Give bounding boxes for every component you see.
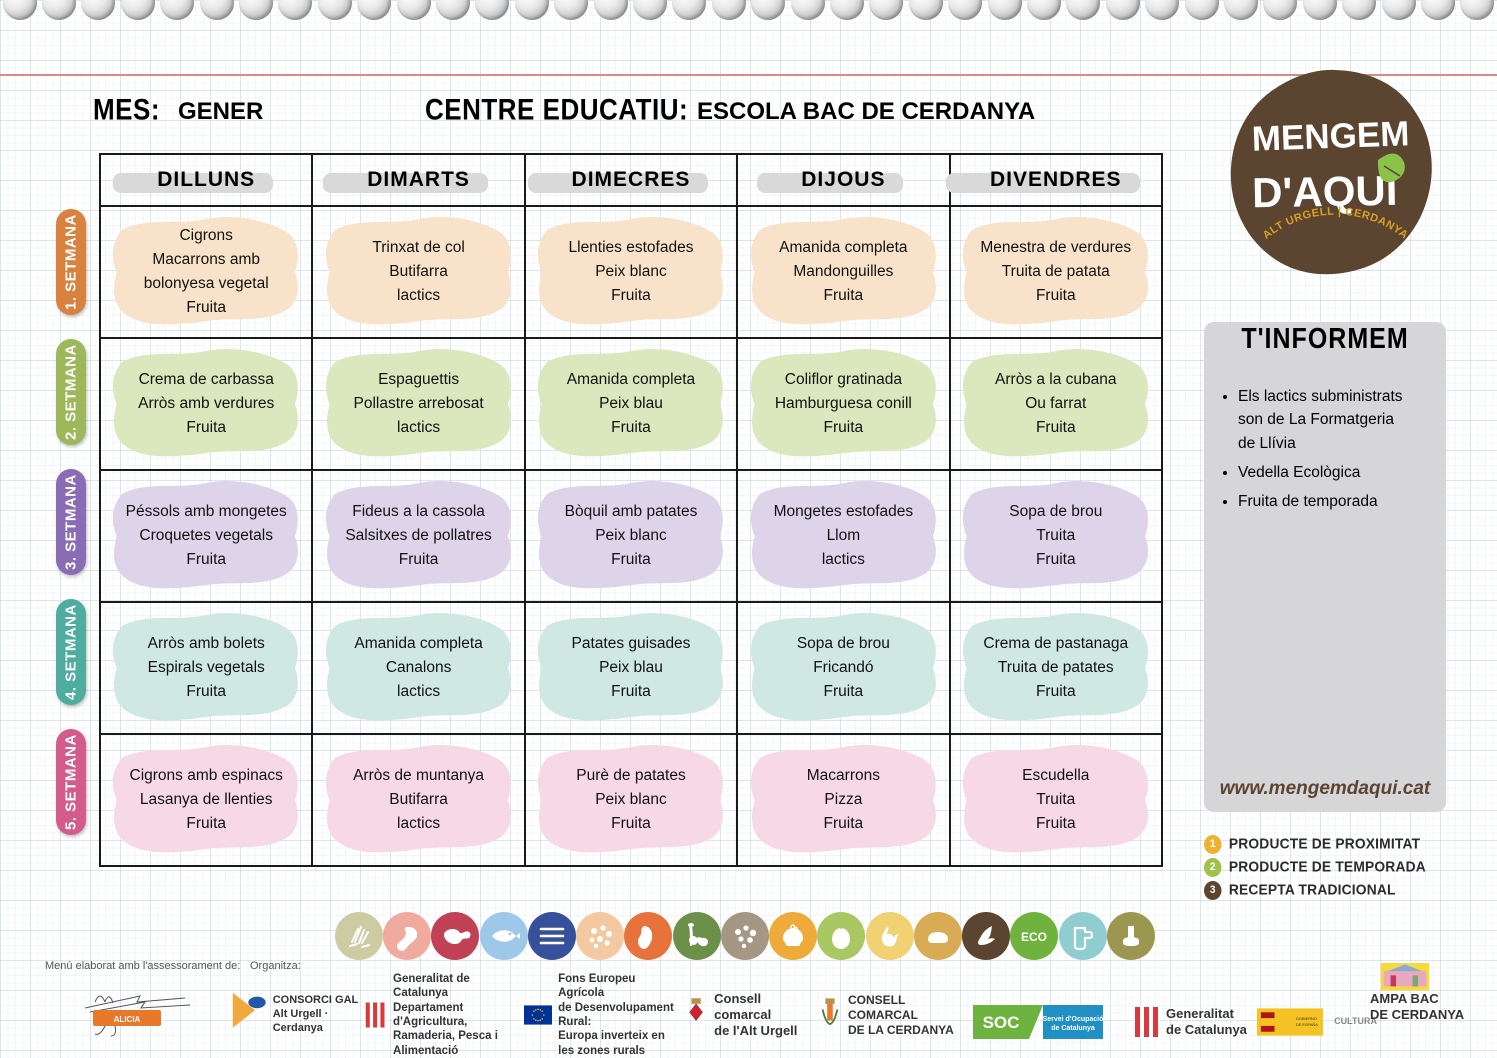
svg-text:de Catalunya: de Catalunya (1051, 1025, 1095, 1032)
svg-text:SOC: SOC (983, 1013, 1020, 1032)
svg-text:MENGEM: MENGEM (1251, 114, 1410, 158)
svg-text:ECO: ECO (1021, 930, 1047, 944)
svg-text:Servei d'Ocupació: Servei d'Ocupació (1043, 1016, 1103, 1023)
svg-text:ALICIA: ALICIA (114, 1015, 141, 1024)
svg-text:GOBIERNO: GOBIERNO (1296, 1016, 1317, 1021)
svg-text:DE ESPAÑA: DE ESPAÑA (1296, 1022, 1318, 1027)
